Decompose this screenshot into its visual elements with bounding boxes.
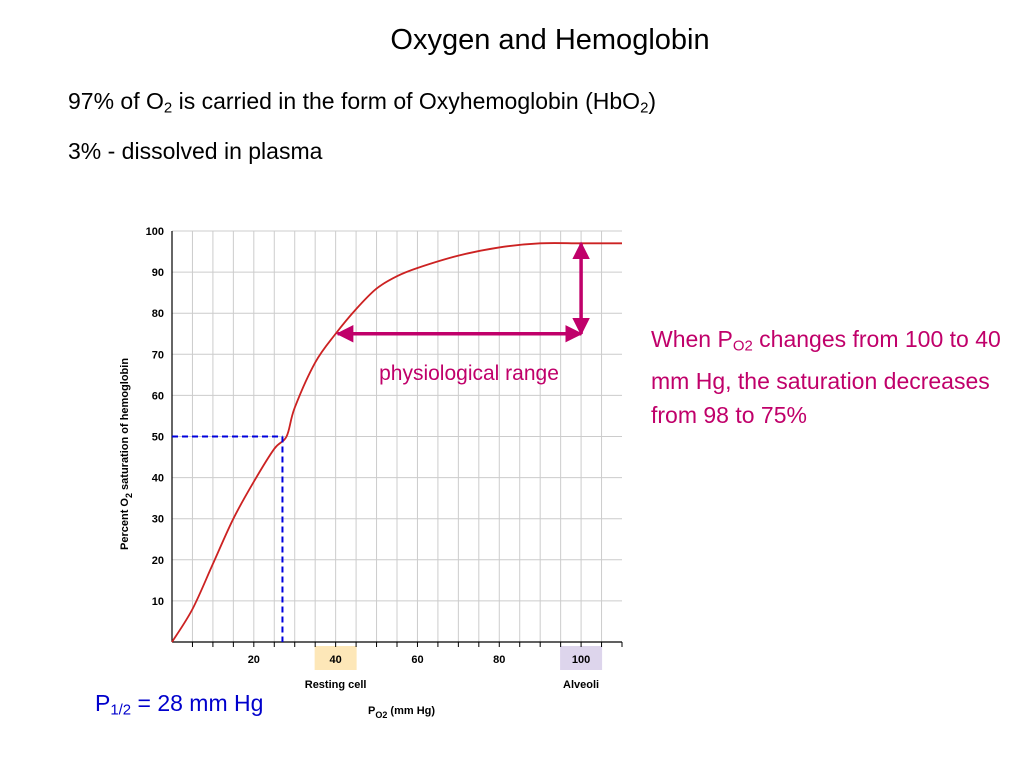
x-tick-label: 20 <box>248 654 260 666</box>
y-tick-label: 70 <box>152 349 164 361</box>
y-tick-label: 90 <box>152 267 164 279</box>
y-tick-label: 40 <box>152 473 164 485</box>
saturation-curve-0 <box>171 242 622 643</box>
x-tick-label: 80 <box>493 654 505 666</box>
x-axis-label: PO2 (mm Hg) <box>368 705 435 720</box>
fact-line-plasma: 3% - dissolved in plasma <box>68 138 323 164</box>
tick-highlight-40 <box>314 646 357 670</box>
y-tick-label: 50 <box>152 432 164 444</box>
x-tick-label: 40 <box>330 654 342 666</box>
tick-highlight-100 <box>560 646 603 670</box>
y-axis-label: Percent O2 saturation of hemoglobin <box>119 358 134 550</box>
y-tick-label: 80 <box>152 308 164 320</box>
y-tick-label: 10 <box>152 596 164 608</box>
y-tick-label: 60 <box>152 390 164 402</box>
x-tick-label: 100 <box>572 654 590 666</box>
physiological-range-label: physiological range <box>379 362 559 385</box>
y-tick-label: 100 <box>146 226 164 238</box>
half-saturation-label: P1/2 = 28 mm Hg <box>95 690 264 719</box>
tick-caption-100: Alveoli <box>563 679 599 691</box>
slide-title: Oxygen and Hemoglobin <box>390 24 710 56</box>
y-tick-label: 20 <box>152 555 164 567</box>
y-tick-label: 30 <box>152 514 164 526</box>
tick-caption-40: Resting cell <box>305 679 367 691</box>
x-tick-label: 60 <box>411 654 423 666</box>
fact-line-hbo2: 97% of O2 is carried in the form of Oxyh… <box>68 88 657 117</box>
range-note: When PO2 changes from 100 to 40 mm Hg, t… <box>651 326 1001 428</box>
